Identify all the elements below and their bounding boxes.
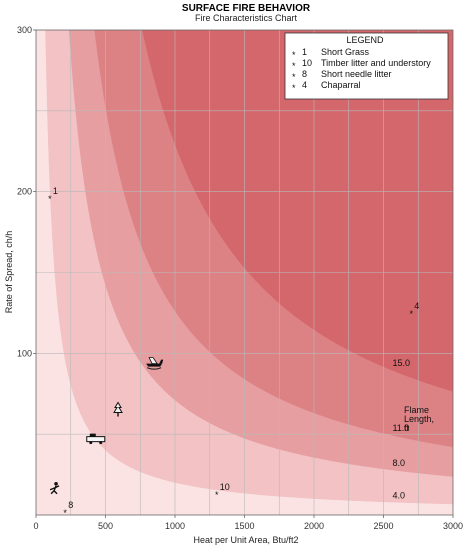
point-label: 4 [414,301,419,311]
engine-icon [86,433,106,445]
legend-marker: * [292,50,296,60]
data-points: *1*10*8*4 [48,186,419,518]
point-marker: * [63,508,67,518]
flame-length-title: Flame [404,405,429,415]
x-tick-label: 2500 [373,521,393,531]
data-point-10: *10 [215,482,230,500]
x-axis-label: Heat per Unit Area, Btu/ft2 [193,535,298,545]
data-point-8: *8 [63,500,73,518]
x-tick-label: 3000 [443,521,463,531]
legend-label: Short Grass [321,47,370,57]
legend-entry-4: * 4 Chaparral [292,80,361,93]
flame-length-label-4.0: 4.0 [392,490,405,500]
x-tick-label: 0 [33,521,38,531]
y-tick-label: 100 [17,348,32,358]
legend-label: Short needle litter [321,69,392,79]
flame-length-label-8.0: 8.0 [392,458,405,468]
legend-entries: * 1 Short Grass * 10 Timber litter and unders… [292,47,431,93]
point-label: 10 [220,482,230,492]
legend-entry-10: * 10 Timber litter and understory [292,58,431,71]
data-point-4: *4 [410,301,420,319]
legend-title: LEGEND [346,35,384,45]
y-axis-label: Rate of Spread, ch/h [4,231,14,314]
y-tick-label: 300 [17,25,32,35]
legend-marker: * [292,72,296,82]
legend-entry-1: * 1 Short Grass [292,47,370,60]
point-label: 8 [68,500,73,510]
aircraft-icon [146,357,164,370]
tree-icon [113,401,123,417]
x-tick-label: 1500 [234,521,254,531]
chart-title: SURFACE FIRE BEHAVIOR [182,3,311,14]
legend-label: Timber litter and understory [321,58,431,68]
x-tick-label: 500 [98,521,113,531]
legend: LEGEND * 1 Short Grass * 10 Timber litter and… [284,32,449,100]
legend-id: 4 [302,80,307,90]
legend-id: 1 [302,47,307,57]
legend-id: 8 [302,69,307,79]
legend-entry-8: * 8 Short needle litter [292,69,392,82]
legend-label: Chaparral [321,80,361,90]
point-label: 1 [53,186,58,196]
axes: 0 500 1000 1500 2000 2500 3000 100 200 300 [17,25,463,531]
flame-length-label-11.0: 11.0 [392,423,409,433]
x-tick-label: 1000 [165,521,185,531]
point-marker: * [215,490,219,500]
y-tick-label: 200 [17,187,32,197]
legend-id: 10 [302,58,312,68]
point-marker: * [48,194,52,204]
point-marker: * [410,309,414,319]
chart-subtitle: Fire Characteristics Chart [195,13,298,23]
grid [36,30,453,515]
legend-marker: * [292,83,296,93]
legend-box [284,32,449,100]
x-tick-label: 2000 [304,521,324,531]
flame-length-title: Length, [404,414,434,424]
fire-icons [49,357,164,495]
legend-marker: * [292,61,296,71]
flame-zone-15.0 [142,30,453,392]
data-point-1: *1 [48,186,58,204]
flame-length-label-15.0: 15.0 [392,358,410,368]
person-icon [49,481,60,495]
flame-length-title: ft [404,423,410,433]
